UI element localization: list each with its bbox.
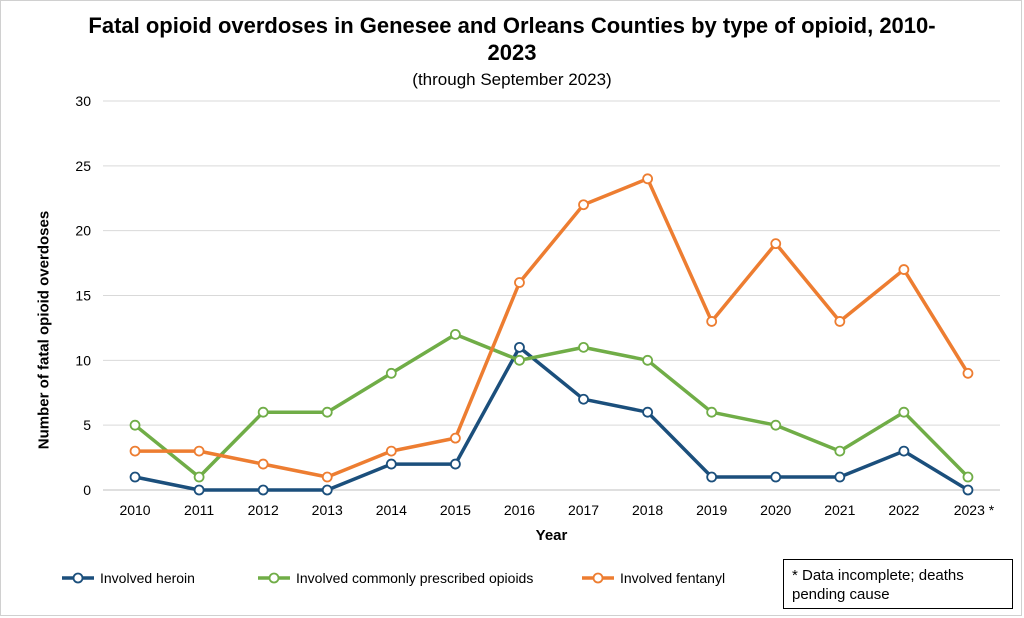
data-point [321, 406, 333, 418]
x-tick-label: 2010 [119, 502, 150, 518]
y-tick-label: 20 [75, 223, 91, 239]
x-tick-label: 2015 [440, 502, 471, 518]
x-tick-label: 2023 * [954, 502, 995, 518]
x-tick-label: 2011 [184, 502, 214, 518]
data-point [385, 445, 397, 457]
data-point [449, 432, 461, 444]
data-point [578, 341, 589, 353]
data-point [257, 458, 269, 470]
data-point [834, 471, 846, 483]
data-point [193, 484, 205, 496]
series-line-1 [133, 332, 970, 479]
data-point [706, 406, 718, 418]
legend-label: Involved fentanyl [620, 570, 726, 586]
legend-item: Involved heroin [60, 570, 195, 586]
y-tick-label: 30 [75, 93, 91, 109]
data-point [257, 484, 269, 496]
data-point [514, 341, 525, 353]
data-point [706, 471, 718, 483]
data-point [514, 354, 525, 366]
data-point [834, 445, 846, 457]
data-point [642, 173, 654, 185]
y-tick-label: 5 [83, 417, 91, 433]
data-point [962, 367, 974, 379]
data-point [321, 484, 333, 496]
legend-item: Involved fentanyl [580, 570, 725, 586]
legend-swatch [582, 572, 614, 584]
series-line-0 [133, 345, 970, 492]
data-point [962, 471, 974, 483]
x-tick-label: 2021 [824, 502, 855, 518]
legend-label: Involved commonly prescribed opioids [296, 570, 534, 586]
x-tick-label: 2016 [504, 502, 535, 518]
x-tick-label: 2017 [568, 502, 599, 518]
data-point [834, 316, 846, 327]
y-tick-label: 15 [75, 288, 91, 304]
x-tick-label: 2012 [248, 502, 279, 518]
data-point [770, 471, 782, 483]
data-point [962, 484, 974, 496]
data-point [449, 458, 461, 470]
legend-swatch [62, 572, 94, 584]
data-point [898, 445, 910, 457]
data-point [706, 316, 718, 327]
x-tick-label: 2014 [376, 502, 407, 518]
data-point [129, 445, 141, 457]
data-point [129, 419, 141, 431]
data-point [898, 264, 910, 275]
data-point [642, 354, 654, 366]
y-tick-label: 25 [75, 158, 91, 174]
legend-label: Involved heroin [100, 570, 195, 586]
data-point [578, 393, 589, 405]
data-point [385, 367, 397, 379]
legend-item: Involved commonly prescribed opioids [256, 570, 533, 586]
data-point [514, 277, 525, 288]
chart-subtitle: (through September 2023) [412, 70, 612, 89]
y-tick-label: 10 [75, 352, 91, 368]
data-point [898, 406, 910, 418]
x-axis-label: Year [536, 527, 568, 544]
x-tick-label: 2022 [888, 502, 919, 518]
series-line-2 [133, 177, 970, 479]
data-point [770, 238, 782, 250]
data-point [257, 406, 269, 418]
data-point [129, 471, 141, 483]
chart-title: Fatal opioid overdoses in Genesee and Or… [88, 13, 936, 65]
data-point [642, 406, 654, 418]
data-point [578, 199, 589, 211]
x-tick-label: 2018 [632, 502, 663, 518]
data-point [770, 419, 782, 431]
data-point [449, 328, 461, 340]
data-note: * Data incomplete; deaths pending cause [783, 559, 1013, 609]
x-tick-label: 2020 [760, 502, 791, 518]
data-point [193, 445, 205, 457]
data-point [385, 458, 397, 470]
legend-swatch [258, 572, 290, 584]
data-point [193, 471, 205, 483]
data-point [321, 471, 333, 483]
y-tick-label: 0 [83, 482, 91, 498]
x-tick-label: 2013 [312, 502, 343, 518]
x-tick-label: 2019 [696, 502, 727, 518]
